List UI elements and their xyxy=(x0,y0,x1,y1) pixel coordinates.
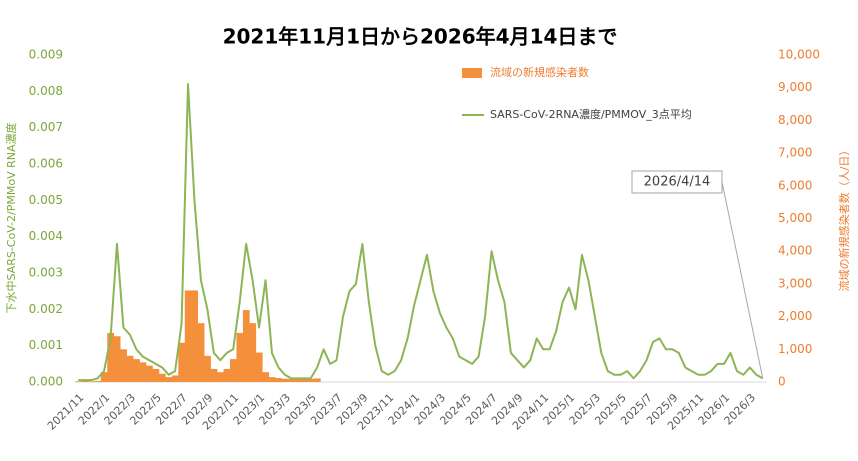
bar xyxy=(307,378,315,382)
bar xyxy=(197,323,205,382)
bar xyxy=(184,290,192,382)
y2-tick-label: 9,000 xyxy=(778,80,812,94)
bar xyxy=(281,378,289,382)
line xyxy=(78,83,764,382)
bar xyxy=(294,378,302,382)
y2-tick-label: 8,000 xyxy=(778,113,812,127)
y-tick-label: 0.007 xyxy=(29,120,63,134)
bar xyxy=(204,355,211,382)
bar xyxy=(152,368,160,382)
bar xyxy=(313,378,321,382)
y2-tick-label: 7,000 xyxy=(778,146,812,160)
y-tick-label: 0.001 xyxy=(29,338,63,352)
y-tick-label: 0.005 xyxy=(29,193,63,207)
bar xyxy=(87,381,95,382)
y-tick-label: 0.006 xyxy=(29,157,63,171)
y-tick-label: 0.000 xyxy=(29,375,63,389)
bar xyxy=(249,323,257,382)
annotation: 2026/4/14 xyxy=(644,175,711,190)
bar xyxy=(262,372,270,382)
bar xyxy=(217,372,224,382)
bar xyxy=(107,332,115,382)
bar xyxy=(301,378,308,382)
y-tick-label: 0.008 xyxy=(29,84,63,98)
bar xyxy=(100,372,108,382)
y2-tick-label: 6,000 xyxy=(778,178,812,192)
y2-tick-label: 2,000 xyxy=(778,309,812,323)
y2-axis-label: 流域の新規感染者数（人/日） xyxy=(837,145,851,292)
bar xyxy=(229,359,237,382)
y-tick-label: 0.004 xyxy=(29,229,63,243)
bar xyxy=(288,378,295,382)
bar xyxy=(255,352,263,382)
y-tick-label: 0.002 xyxy=(29,302,63,316)
bar xyxy=(165,377,173,382)
bar xyxy=(139,362,147,382)
annotation-leader xyxy=(721,181,764,379)
y-axis-label: 下水中SARS-CoV-2/PMMoV RNA濃度 xyxy=(4,122,18,313)
y2-tick-label: 5,000 xyxy=(778,211,812,225)
chart-title: 2021年11月1日から2026年4月14日まで xyxy=(223,25,618,49)
bar xyxy=(268,377,276,382)
bar xyxy=(75,381,82,382)
x-tick-label: 2021/11 xyxy=(45,391,87,433)
y2-tick-label: 10,000 xyxy=(778,48,820,62)
bar xyxy=(178,342,186,382)
annotation-box xyxy=(631,170,723,194)
bar xyxy=(113,336,121,382)
bar xyxy=(126,355,134,382)
bar xyxy=(158,373,166,382)
bar xyxy=(120,349,127,382)
bar xyxy=(242,310,250,382)
bar xyxy=(133,359,140,382)
legend-swatch xyxy=(462,68,482,78)
legend-label: SARS-CoV-2RNA濃度/PMMOV_3点平均 xyxy=(490,107,692,121)
y2-tick-label: 1,000 xyxy=(778,342,812,356)
bar xyxy=(191,290,199,382)
bar xyxy=(81,381,89,382)
bar xyxy=(146,365,153,382)
bar xyxy=(223,368,231,382)
legend-label: 流域の新規感染者数 xyxy=(490,65,589,79)
bar xyxy=(210,368,218,382)
y2-tick-label: 0 xyxy=(778,375,786,389)
y2-tick-label: 3,000 xyxy=(778,276,812,290)
bar xyxy=(171,375,179,382)
bar xyxy=(94,381,102,382)
y2-tick-label: 4,000 xyxy=(778,244,812,258)
bar xyxy=(275,378,282,382)
y-tick-label: 0.003 xyxy=(29,266,63,280)
y-tick-label: 0.009 xyxy=(29,48,63,62)
bar xyxy=(236,332,244,382)
